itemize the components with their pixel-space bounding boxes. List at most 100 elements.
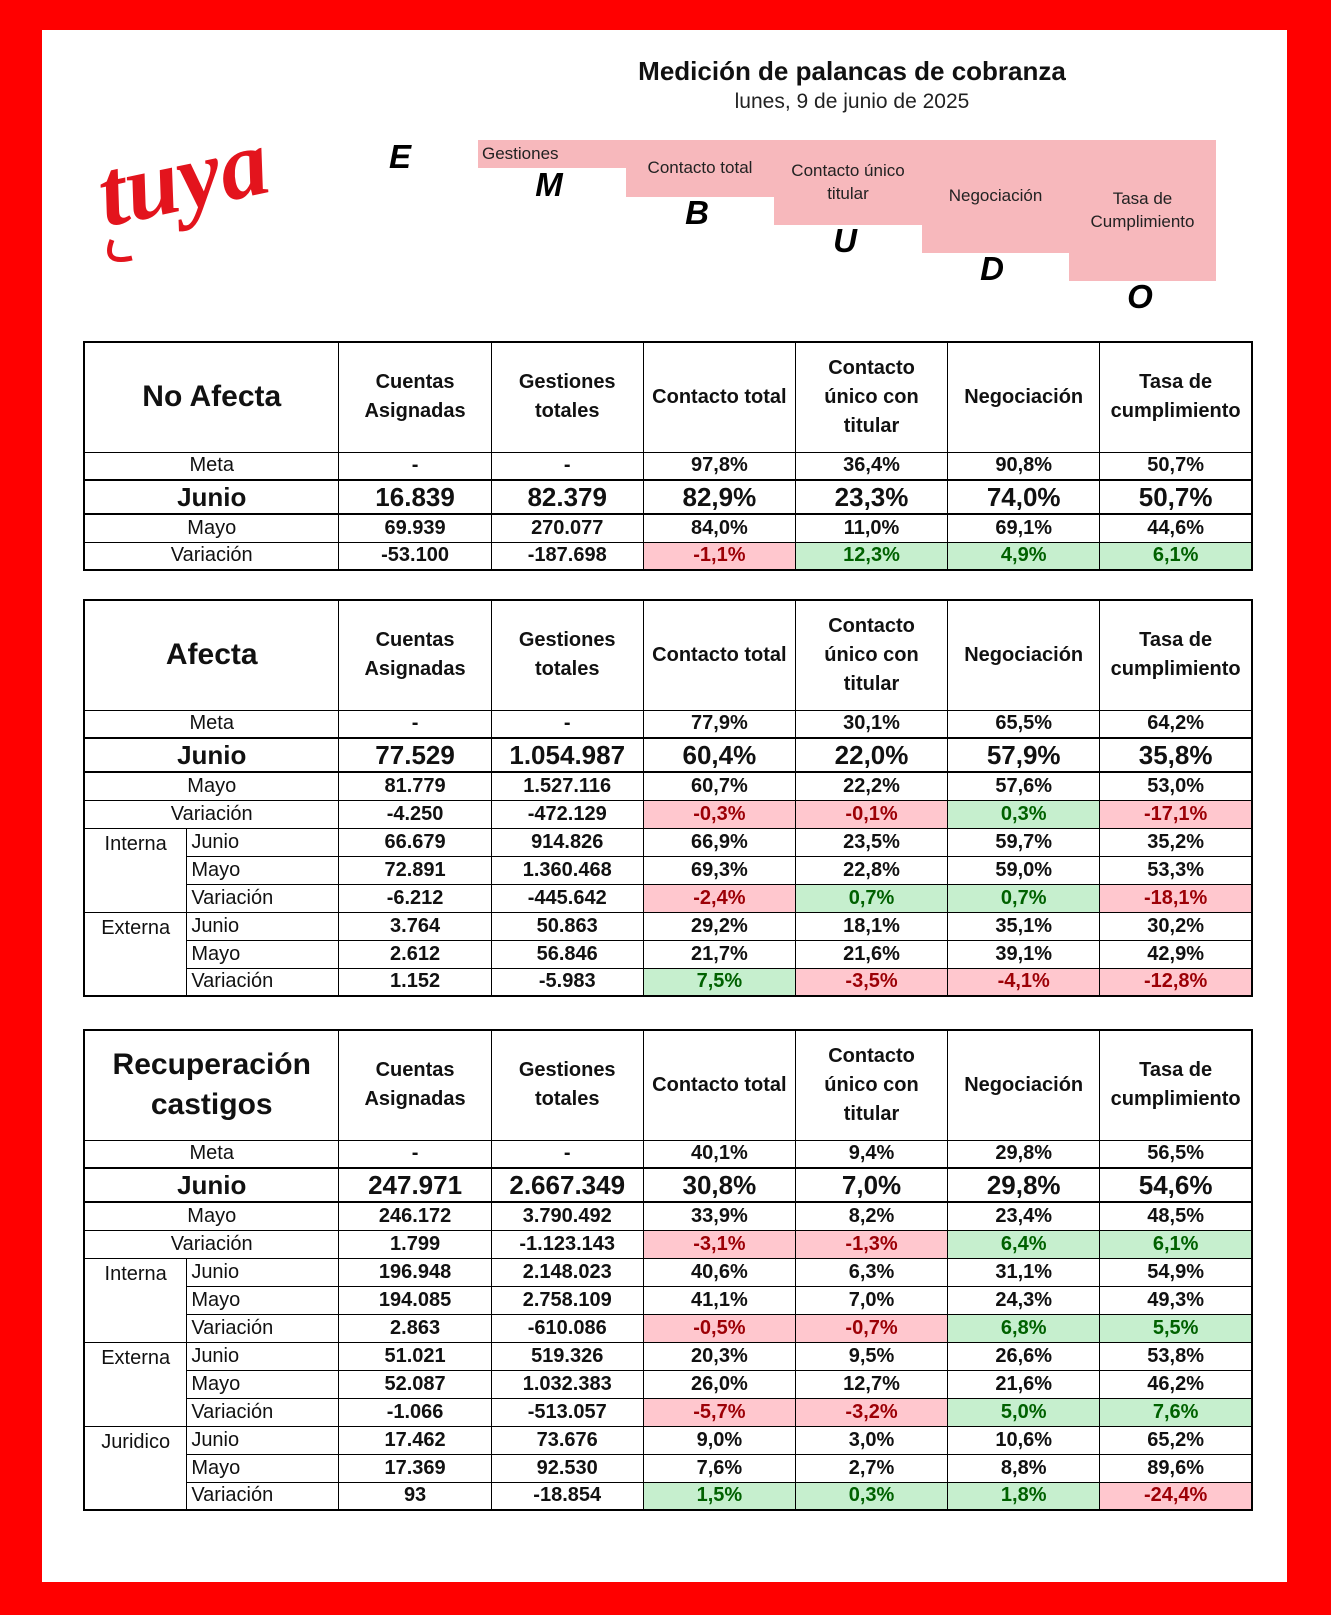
table-cell: 1.054.987	[490, 737, 644, 773]
table-cell: 92.530	[490, 1453, 644, 1483]
table-cell: 56.846	[490, 939, 644, 969]
step-letter-b: B	[685, 194, 709, 231]
table-cell: -0,5%	[642, 1313, 796, 1343]
row-label: Mayo	[186, 1285, 340, 1315]
table-cell: 21,7%	[642, 939, 796, 969]
row-label: Mayo	[186, 1369, 340, 1399]
table-cell: 8,2%	[794, 1201, 949, 1231]
table-cell: 24,3%	[947, 1285, 1101, 1315]
table-cell: 49,3%	[1099, 1285, 1253, 1315]
report-title: Medición de palancas de cobranza	[638, 56, 1066, 86]
column-header: Gestiones totales	[490, 341, 644, 453]
row-label: Mayo	[83, 513, 340, 543]
row-label: Mayo	[186, 1453, 340, 1483]
table-row: Junio 247.971 2.667.349 30,8% 7,0% 29,8% 54,6%	[83, 1167, 1253, 1203]
table-cell: 10,6%	[947, 1425, 1101, 1455]
table-cell: 270.077	[490, 513, 644, 543]
table-cell: 66,9%	[642, 827, 796, 857]
table-cell: 73.676	[490, 1425, 644, 1455]
table-cell: -610.086	[490, 1313, 644, 1343]
table-cell: 23,5%	[794, 827, 949, 857]
table-row: Variación -6.212 -445.642 -2,4% 0,7% 0,7% -18,…	[84, 883, 1253, 913]
row-label: Mayo	[83, 1201, 340, 1231]
column-header: Tasa de cumplimiento	[1099, 1029, 1253, 1141]
column-header: Negociación	[947, 599, 1101, 711]
table-cell: 7,6%	[642, 1453, 796, 1483]
table-cell: 1.527.116	[490, 771, 644, 801]
row-label: Junio	[186, 827, 340, 857]
table-cell: -5,7%	[642, 1397, 796, 1427]
table-cell: -3,1%	[642, 1229, 796, 1259]
table-cell: 1.799	[338, 1229, 492, 1259]
table-cell: 29,8%	[947, 1167, 1101, 1203]
table-cell: 66.679	[338, 827, 492, 857]
table-cell: 5,0%	[947, 1397, 1101, 1427]
step-letter-e: E	[388, 138, 411, 175]
column-header: Negociación	[947, 341, 1101, 453]
row-label: Junio	[83, 737, 340, 773]
report-page: tuya Medición de palancas de cobranza lu…	[42, 30, 1287, 1582]
table-cell: -445.642	[490, 883, 644, 913]
table-cell: 30,1%	[794, 709, 949, 739]
table-row: Meta - -77,9% 30,1% 65,5% 64,2%	[83, 709, 1253, 739]
row-label: Junio	[83, 479, 340, 515]
table-cell: 52.087	[338, 1369, 492, 1399]
table-cell: 3.790.492	[490, 1201, 644, 1231]
table-cell: -3,5%	[794, 967, 949, 997]
table-cell: 246.172	[338, 1201, 492, 1231]
section-table: Recuperación castigos Cuentas Asignadas Ge…	[83, 1029, 1253, 1511]
section-title: Afecta	[83, 599, 340, 711]
svg-text:tuya: tuya	[92, 107, 272, 247]
table-cell: -1.123.143	[490, 1229, 644, 1259]
table-cell: 30,2%	[1099, 911, 1253, 941]
table-cell: 74,0%	[947, 479, 1101, 515]
column-header: Negociación	[947, 1029, 1101, 1141]
table-cell: 23,4%	[947, 1201, 1101, 1231]
table-cell: 59,0%	[947, 855, 1101, 885]
table-cell: -	[338, 1139, 492, 1169]
table-cell: -2,4%	[642, 883, 796, 913]
table-cell: 77,9%	[642, 709, 796, 739]
table-cell: 21,6%	[794, 939, 949, 969]
column-header: Contacto total	[642, 599, 796, 711]
column-header: Contacto único con titular	[794, 599, 949, 711]
table-cell: 53,0%	[1099, 771, 1253, 801]
table-cell: 1.032.383	[490, 1369, 644, 1399]
row-label: Junio	[83, 1167, 340, 1203]
table-cell: 20,3%	[642, 1341, 796, 1371]
table-cell: 3,0%	[794, 1425, 949, 1455]
table-cell: 12,7%	[794, 1369, 949, 1399]
table-cell: 0,7%	[794, 883, 949, 913]
table-cell: 17.462	[338, 1425, 492, 1455]
table-cell: 1,5%	[642, 1481, 796, 1511]
table-cell: -	[490, 1139, 644, 1169]
row-label: Junio	[186, 1425, 340, 1455]
column-header: Gestiones totales	[490, 599, 644, 711]
table-cell: 16.839	[338, 479, 492, 515]
section-title: Recuperación castigos	[83, 1029, 340, 1141]
table-cell: 40,6%	[642, 1257, 796, 1287]
table-cell: 69,3%	[642, 855, 796, 885]
step-contacto-total: Contacto total	[626, 140, 774, 197]
row-label: Variación	[83, 799, 340, 829]
table-cell: 50,7%	[1099, 451, 1253, 481]
table-cell: 6,8%	[947, 1313, 1101, 1343]
table-cell: 22,0%	[794, 737, 949, 773]
step-contacto-unico: Contacto único titular	[774, 140, 922, 225]
table-cell: 97,8%	[642, 451, 796, 481]
table-cell: 2.148.023	[490, 1257, 644, 1287]
table-cell: 2,7%	[794, 1453, 949, 1483]
table-cell: -24,4%	[1099, 1481, 1253, 1511]
column-header: Contacto total	[642, 341, 796, 453]
table-cell: 2.758.109	[490, 1285, 644, 1315]
table-cell: 194.085	[338, 1285, 492, 1315]
group-label: Juridico	[83, 1425, 188, 1511]
table-cell: 9,4%	[794, 1139, 949, 1169]
table-cell: -0,1%	[794, 799, 949, 829]
table-cell: 56,5%	[1099, 1139, 1253, 1169]
table-row: Interna Junio 196.948 2.148.023 40,6% 6,3% 31,…	[83, 1257, 1253, 1343]
table-row: Mayo 69.939 270.077 84,0% 11,0% 69,1% 44,6%	[83, 513, 1253, 543]
table-cell: -0,3%	[642, 799, 796, 829]
table-cell: 93	[338, 1481, 492, 1511]
row-label: Mayo	[186, 855, 340, 885]
